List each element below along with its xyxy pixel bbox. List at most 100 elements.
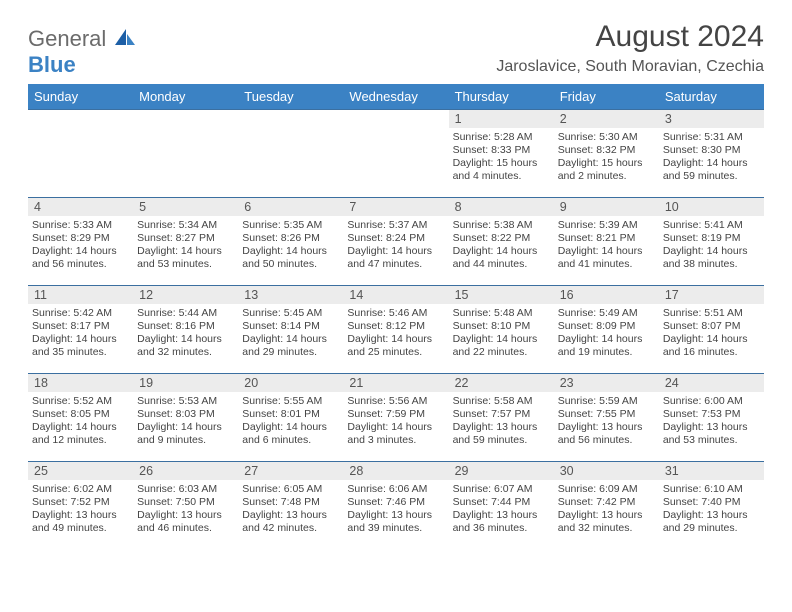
daylight-text: Daylight: 14 hours and 3 minutes. bbox=[347, 421, 444, 447]
calendar-body: 1Sunrise: 5:28 AMSunset: 8:33 PMDaylight… bbox=[28, 110, 764, 550]
day-details: Sunrise: 5:39 AMSunset: 8:21 PMDaylight:… bbox=[554, 216, 659, 274]
sunset-text: Sunset: 8:01 PM bbox=[242, 408, 339, 421]
calendar-cell: 19Sunrise: 5:53 AMSunset: 8:03 PMDayligh… bbox=[133, 374, 238, 462]
calendar-cell: 23Sunrise: 5:59 AMSunset: 7:55 PMDayligh… bbox=[554, 374, 659, 462]
day-number: 3 bbox=[659, 110, 764, 128]
sunset-text: Sunset: 7:46 PM bbox=[347, 496, 444, 509]
calendar-cell: 16Sunrise: 5:49 AMSunset: 8:09 PMDayligh… bbox=[554, 286, 659, 374]
day-details: Sunrise: 6:00 AMSunset: 7:53 PMDaylight:… bbox=[659, 392, 764, 450]
daylight-text: Daylight: 15 hours and 2 minutes. bbox=[558, 157, 655, 183]
calendar-cell: 4Sunrise: 5:33 AMSunset: 8:29 PMDaylight… bbox=[28, 198, 133, 286]
calendar-cell: 2Sunrise: 5:30 AMSunset: 8:32 PMDaylight… bbox=[554, 110, 659, 198]
day-number: 26 bbox=[133, 462, 238, 480]
sunrise-text: Sunrise: 5:55 AM bbox=[242, 395, 339, 408]
day-details: Sunrise: 5:49 AMSunset: 8:09 PMDaylight:… bbox=[554, 304, 659, 362]
day-details: Sunrise: 5:52 AMSunset: 8:05 PMDaylight:… bbox=[28, 392, 133, 450]
calendar-table: Sunday Monday Tuesday Wednesday Thursday… bbox=[28, 84, 764, 550]
sunrise-text: Sunrise: 5:30 AM bbox=[558, 131, 655, 144]
sunset-text: Sunset: 7:44 PM bbox=[453, 496, 550, 509]
sunrise-text: Sunrise: 6:06 AM bbox=[347, 483, 444, 496]
calendar-cell: 11Sunrise: 5:42 AMSunset: 8:17 PMDayligh… bbox=[28, 286, 133, 374]
calendar-cell: 13Sunrise: 5:45 AMSunset: 8:14 PMDayligh… bbox=[238, 286, 343, 374]
sunset-text: Sunset: 8:14 PM bbox=[242, 320, 339, 333]
sunrise-text: Sunrise: 5:53 AM bbox=[137, 395, 234, 408]
month-title: August 2024 bbox=[496, 20, 764, 54]
sunset-text: Sunset: 8:33 PM bbox=[453, 144, 550, 157]
sunrise-text: Sunrise: 5:49 AM bbox=[558, 307, 655, 320]
day-number: 8 bbox=[449, 198, 554, 216]
day-details: Sunrise: 6:09 AMSunset: 7:42 PMDaylight:… bbox=[554, 480, 659, 538]
day-details: Sunrise: 5:45 AMSunset: 8:14 PMDaylight:… bbox=[238, 304, 343, 362]
calendar-cell: 14Sunrise: 5:46 AMSunset: 8:12 PMDayligh… bbox=[343, 286, 448, 374]
day-details: Sunrise: 6:02 AMSunset: 7:52 PMDaylight:… bbox=[28, 480, 133, 538]
day-number: 4 bbox=[28, 198, 133, 216]
daylight-text: Daylight: 14 hours and 53 minutes. bbox=[137, 245, 234, 271]
sunset-text: Sunset: 7:48 PM bbox=[242, 496, 339, 509]
daylight-text: Daylight: 14 hours and 25 minutes. bbox=[347, 333, 444, 359]
sunset-text: Sunset: 7:55 PM bbox=[558, 408, 655, 421]
sunset-text: Sunset: 8:27 PM bbox=[137, 232, 234, 245]
daylight-text: Daylight: 13 hours and 46 minutes. bbox=[137, 509, 234, 535]
calendar-cell bbox=[343, 110, 448, 198]
day-number: 2 bbox=[554, 110, 659, 128]
weekday-header: Tuesday bbox=[238, 84, 343, 110]
day-number: 22 bbox=[449, 374, 554, 392]
sunset-text: Sunset: 8:19 PM bbox=[663, 232, 760, 245]
calendar-cell: 15Sunrise: 5:48 AMSunset: 8:10 PMDayligh… bbox=[449, 286, 554, 374]
day-number: 5 bbox=[133, 198, 238, 216]
daylight-text: Daylight: 14 hours and 9 minutes. bbox=[137, 421, 234, 447]
day-number: 14 bbox=[343, 286, 448, 304]
day-details: Sunrise: 5:55 AMSunset: 8:01 PMDaylight:… bbox=[238, 392, 343, 450]
sunset-text: Sunset: 8:07 PM bbox=[663, 320, 760, 333]
calendar-cell: 31Sunrise: 6:10 AMSunset: 7:40 PMDayligh… bbox=[659, 462, 764, 550]
sunrise-text: Sunrise: 6:03 AM bbox=[137, 483, 234, 496]
calendar-week-row: 1Sunrise: 5:28 AMSunset: 8:33 PMDaylight… bbox=[28, 110, 764, 198]
daylight-text: Daylight: 13 hours and 59 minutes. bbox=[453, 421, 550, 447]
sunset-text: Sunset: 7:57 PM bbox=[453, 408, 550, 421]
day-number: 16 bbox=[554, 286, 659, 304]
calendar-cell: 5Sunrise: 5:34 AMSunset: 8:27 PMDaylight… bbox=[133, 198, 238, 286]
day-number: 27 bbox=[238, 462, 343, 480]
sunset-text: Sunset: 7:42 PM bbox=[558, 496, 655, 509]
daylight-text: Daylight: 13 hours and 29 minutes. bbox=[663, 509, 760, 535]
calendar-cell: 3Sunrise: 5:31 AMSunset: 8:30 PMDaylight… bbox=[659, 110, 764, 198]
calendar-cell: 8Sunrise: 5:38 AMSunset: 8:22 PMDaylight… bbox=[449, 198, 554, 286]
day-details: Sunrise: 6:03 AMSunset: 7:50 PMDaylight:… bbox=[133, 480, 238, 538]
calendar-cell: 22Sunrise: 5:58 AMSunset: 7:57 PMDayligh… bbox=[449, 374, 554, 462]
calendar-cell: 30Sunrise: 6:09 AMSunset: 7:42 PMDayligh… bbox=[554, 462, 659, 550]
day-details: Sunrise: 5:33 AMSunset: 8:29 PMDaylight:… bbox=[28, 216, 133, 274]
calendar-cell: 6Sunrise: 5:35 AMSunset: 8:26 PMDaylight… bbox=[238, 198, 343, 286]
day-number: 20 bbox=[238, 374, 343, 392]
weekday-header: Thursday bbox=[449, 84, 554, 110]
day-number bbox=[238, 110, 343, 114]
calendar-week-row: 11Sunrise: 5:42 AMSunset: 8:17 PMDayligh… bbox=[28, 286, 764, 374]
day-number: 21 bbox=[343, 374, 448, 392]
sunrise-text: Sunrise: 5:34 AM bbox=[137, 219, 234, 232]
day-details: Sunrise: 5:42 AMSunset: 8:17 PMDaylight:… bbox=[28, 304, 133, 362]
day-details: Sunrise: 6:10 AMSunset: 7:40 PMDaylight:… bbox=[659, 480, 764, 538]
calendar-cell: 10Sunrise: 5:41 AMSunset: 8:19 PMDayligh… bbox=[659, 198, 764, 286]
sunset-text: Sunset: 8:03 PM bbox=[137, 408, 234, 421]
day-number: 11 bbox=[28, 286, 133, 304]
day-details: Sunrise: 5:30 AMSunset: 8:32 PMDaylight:… bbox=[554, 128, 659, 186]
sunset-text: Sunset: 8:22 PM bbox=[453, 232, 550, 245]
day-number: 25 bbox=[28, 462, 133, 480]
calendar-cell: 1Sunrise: 5:28 AMSunset: 8:33 PMDaylight… bbox=[449, 110, 554, 198]
daylight-text: Daylight: 13 hours and 36 minutes. bbox=[453, 509, 550, 535]
calendar-cell: 20Sunrise: 5:55 AMSunset: 8:01 PMDayligh… bbox=[238, 374, 343, 462]
sunrise-text: Sunrise: 5:39 AM bbox=[558, 219, 655, 232]
sunrise-text: Sunrise: 5:51 AM bbox=[663, 307, 760, 320]
daylight-text: Daylight: 14 hours and 44 minutes. bbox=[453, 245, 550, 271]
daylight-text: Daylight: 14 hours and 32 minutes. bbox=[137, 333, 234, 359]
daylight-text: Daylight: 14 hours and 22 minutes. bbox=[453, 333, 550, 359]
day-number: 9 bbox=[554, 198, 659, 216]
day-details: Sunrise: 5:31 AMSunset: 8:30 PMDaylight:… bbox=[659, 128, 764, 186]
weekday-header-row: Sunday Monday Tuesday Wednesday Thursday… bbox=[28, 84, 764, 110]
sunrise-text: Sunrise: 5:45 AM bbox=[242, 307, 339, 320]
day-details: Sunrise: 5:34 AMSunset: 8:27 PMDaylight:… bbox=[133, 216, 238, 274]
daylight-text: Daylight: 13 hours and 56 minutes. bbox=[558, 421, 655, 447]
sunrise-text: Sunrise: 5:56 AM bbox=[347, 395, 444, 408]
calendar-cell: 9Sunrise: 5:39 AMSunset: 8:21 PMDaylight… bbox=[554, 198, 659, 286]
calendar-cell: 26Sunrise: 6:03 AMSunset: 7:50 PMDayligh… bbox=[133, 462, 238, 550]
sunset-text: Sunset: 8:24 PM bbox=[347, 232, 444, 245]
